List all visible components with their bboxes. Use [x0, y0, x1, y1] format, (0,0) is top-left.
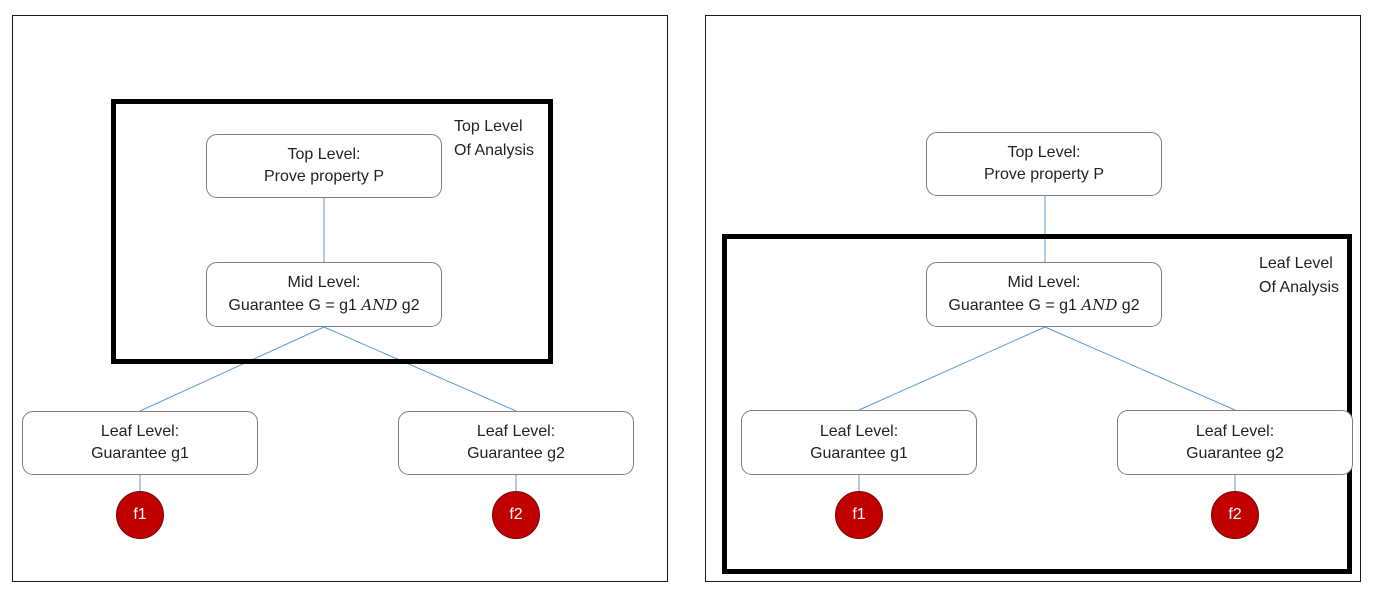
leaf-level-node-g1: Leaf Level: Guarantee g1: [741, 410, 977, 475]
edge-mid-leaf1: [139, 326, 325, 412]
top-level-node: Top Level: Prove property P: [206, 134, 442, 198]
mid-level-node: Mid Level: Guarantee G = g1 AND g2: [926, 262, 1162, 327]
leaf-level-text: Guarantee g1: [91, 445, 189, 462]
leaf-level-node-g1: Leaf Level: Guarantee g1: [22, 411, 258, 475]
edge-mid-leaf1: [858, 326, 1046, 411]
analysis-scope-label-line1: Top Level: [454, 118, 523, 135]
leaf-level-node-g2: Leaf Level: Guarantee g2: [1117, 410, 1353, 475]
top-level-title: Top Level:: [287, 146, 361, 163]
leaf-level-title: Leaf Level:: [476, 423, 556, 440]
top-level-node: Top Level: Prove property P: [926, 132, 1162, 196]
edge-mid-leaf2: [323, 326, 517, 412]
analysis-scope-label: Leaf Level Of Analysis: [1259, 252, 1339, 300]
leaf-level-node-g2: Leaf Level: Guarantee g2: [398, 411, 634, 475]
mid-level-text: Guarantee G = g1 AND g2: [948, 296, 1140, 314]
tree-edges: [858, 196, 1236, 491]
analysis-scope-label-line2: Of Analysis: [1259, 279, 1340, 296]
analysis-scope-label: Top Level Of Analysis: [454, 115, 534, 163]
analysis-scope-label-line1: Leaf Level: [1259, 255, 1333, 272]
fault-node-f2: f2: [1211, 491, 1259, 539]
leaf-level-title: Leaf Level:: [819, 422, 899, 440]
analysis-scope-frame: [111, 99, 553, 364]
mid-level-text: Guarantee G = g1 AND g2: [228, 296, 420, 314]
leaf-level-text: Guarantee g2: [467, 445, 565, 462]
leaf-level-title: Leaf Level:: [1195, 422, 1275, 440]
fault-node-f1: f1: [835, 491, 883, 539]
diagram-panel-top-level: Top Level Of Analysis Top Level: Prove p…: [12, 15, 668, 582]
fault-node-f1: f1: [116, 491, 164, 539]
top-level-text: Prove property P: [983, 166, 1105, 183]
leaf-level-text: Guarantee g2: [1186, 444, 1284, 462]
tree-edges: [139, 198, 517, 491]
diagram-panel-leaf-level: Leaf Level Of Analysis Top Level: Prove …: [705, 15, 1361, 582]
and-operator: AND: [1081, 296, 1118, 314]
mid-level-title: Mid Level:: [287, 274, 361, 291]
edge-mid-leaf2: [1044, 326, 1236, 411]
fault-node-f2: f2: [492, 491, 540, 539]
top-level-text: Prove property P: [263, 168, 385, 185]
mid-level-node: Mid Level: Guarantee G = g1 AND g2: [206, 262, 442, 327]
analysis-scope-frame: [722, 234, 1352, 574]
mid-level-title: Mid Level:: [1007, 274, 1081, 291]
top-level-title: Top Level:: [1007, 144, 1081, 161]
analysis-scope-label-line2: Of Analysis: [454, 142, 535, 159]
leaf-level-title: Leaf Level:: [100, 423, 180, 440]
and-operator: AND: [361, 296, 398, 314]
leaf-level-text: Guarantee g1: [810, 444, 908, 462]
